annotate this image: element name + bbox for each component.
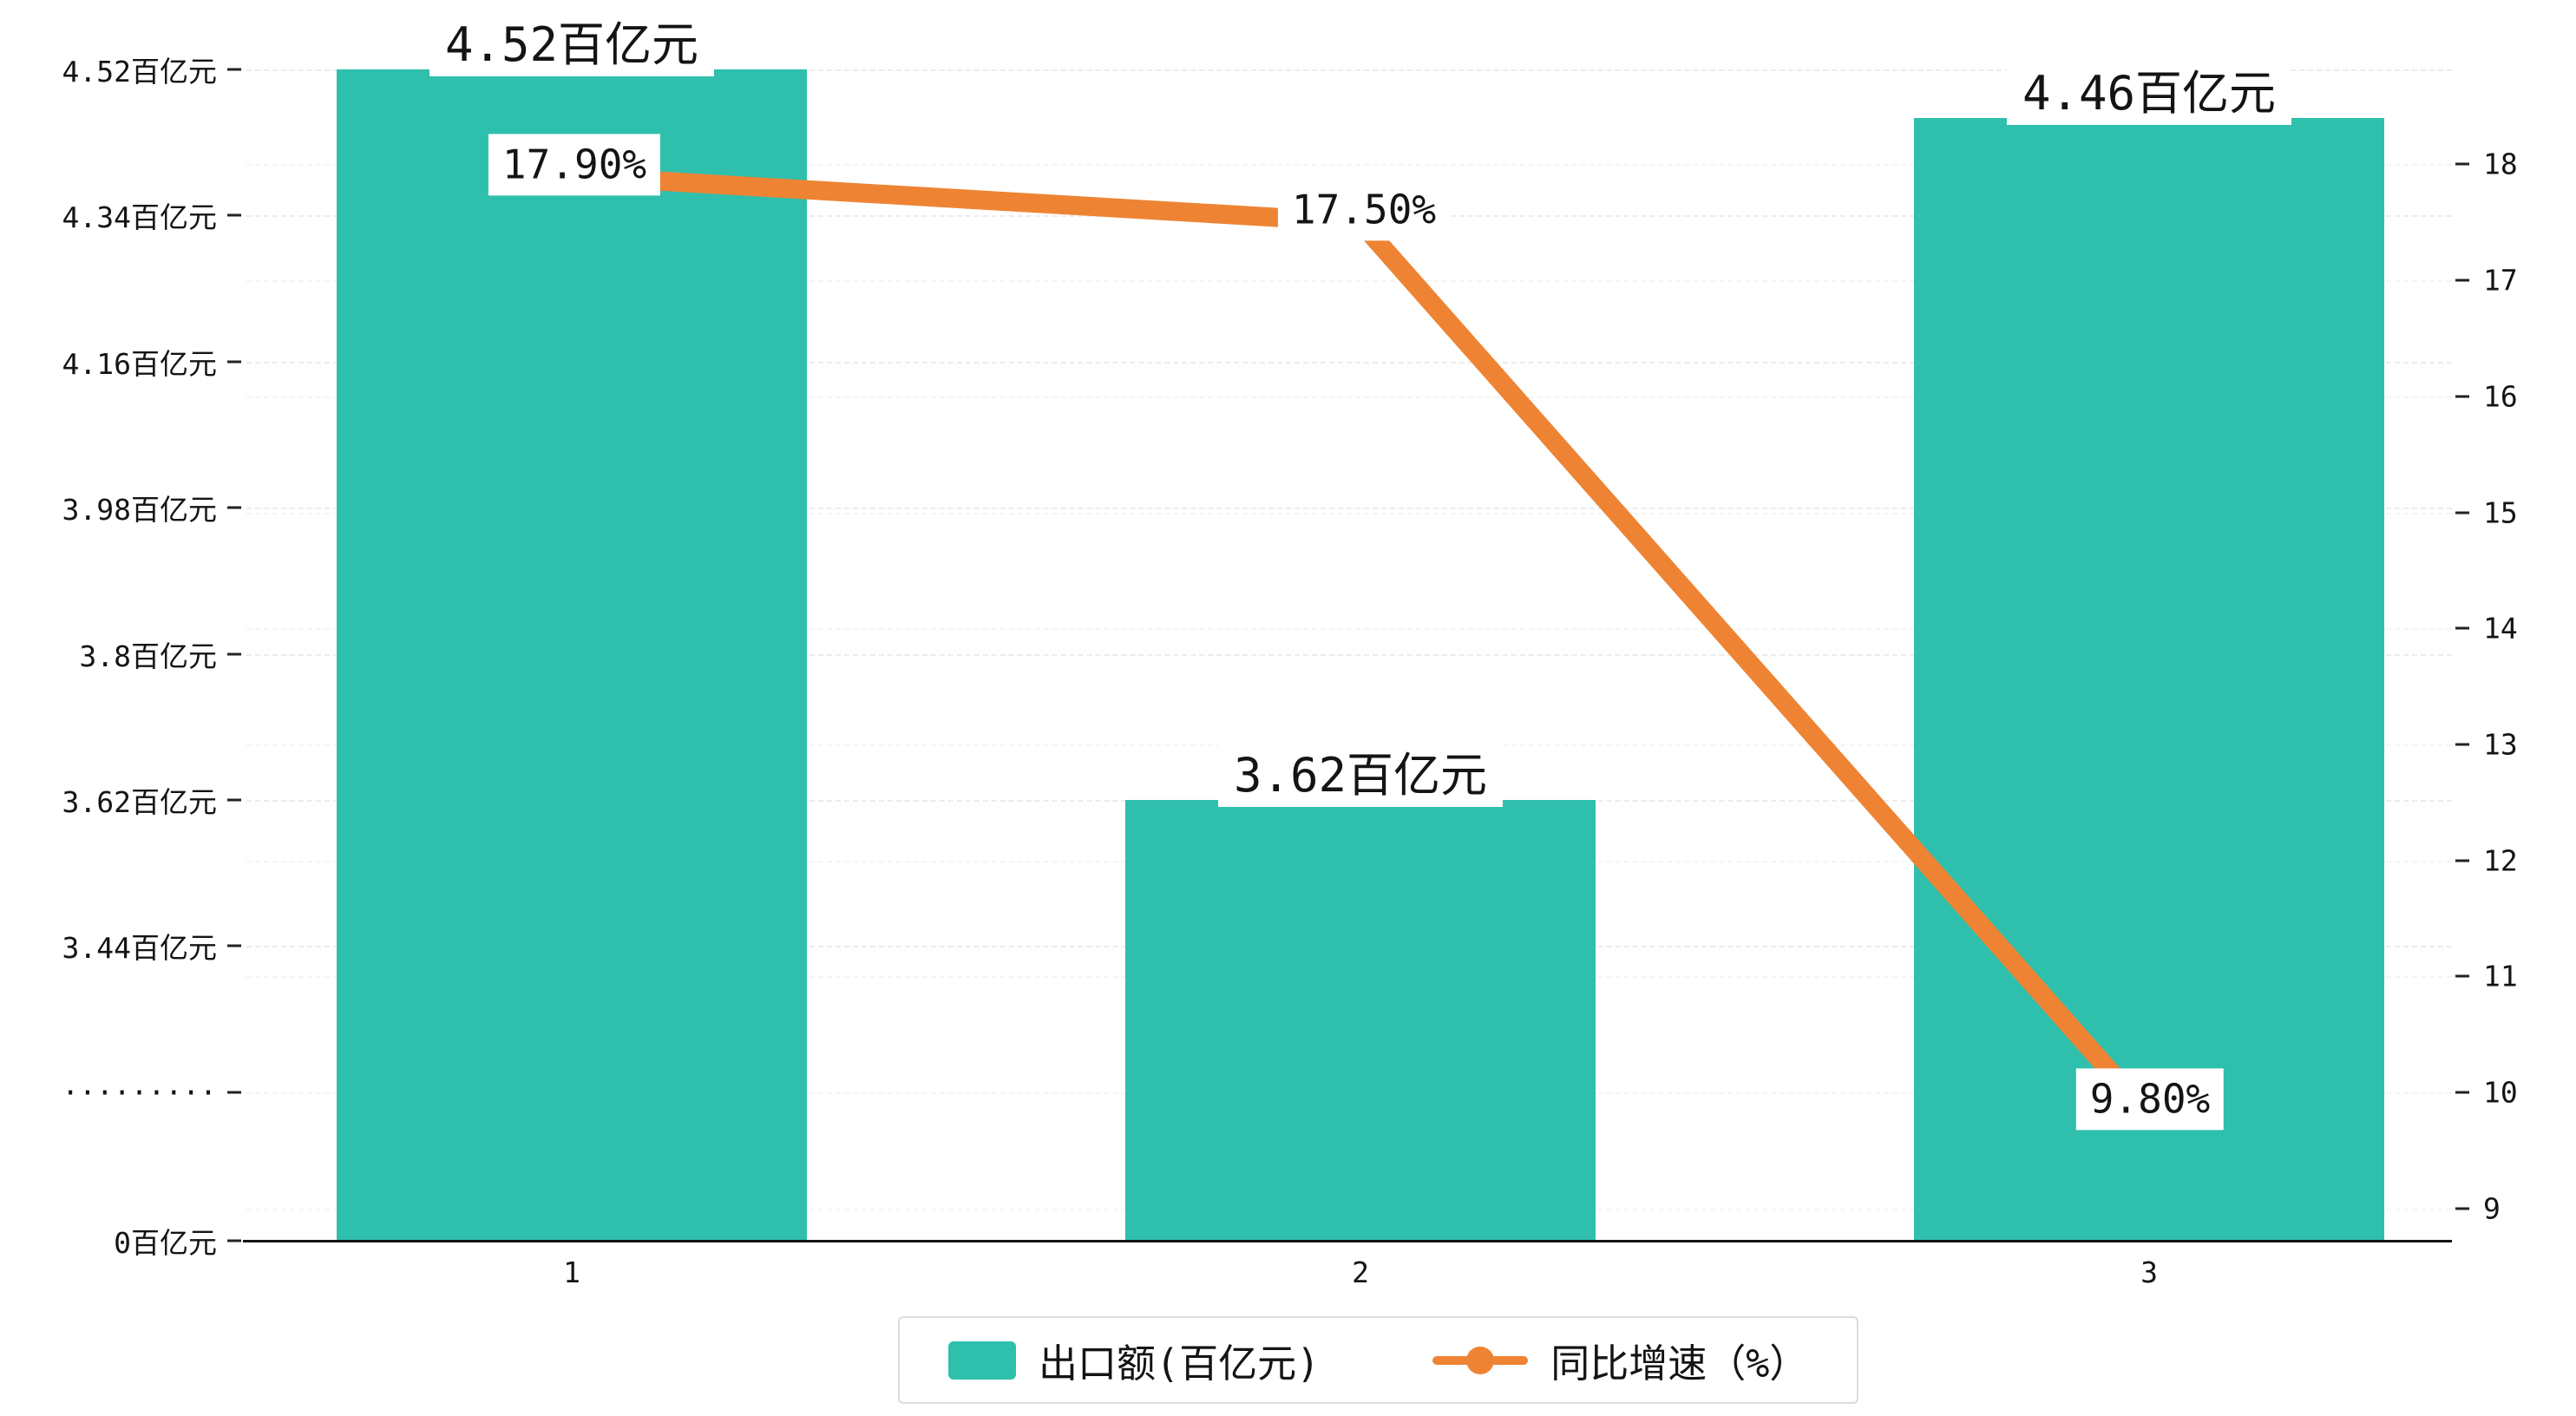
right-axis-tick [2455,279,2469,282]
right-axis-label: 14 [2483,611,2518,646]
left-axis-tick [227,1239,241,1242]
right-axis-label: 17 [2483,263,2518,298]
right-axis-tick [2455,1091,2469,1094]
bar-value-label: 4.52百亿元 [429,14,715,76]
right-axis-tick [2455,395,2469,398]
bar-series-label: 出口额(百亿元) [1039,1341,1321,1386]
left-axis-label: 3.62百亿元 [62,785,217,819]
right-axis-label: 9 [2483,1191,2501,1226]
left-axis-tick [227,360,241,364]
line-series-swatch-icon [1432,1346,1529,1374]
legend-item-export[interactable]: 出口额(百亿元) [948,1332,1320,1388]
gridline [246,69,2452,71]
bar-value-label: 4.46百亿元 [2006,62,2292,125]
left-axis-label: 0百亿元 [114,1226,217,1260]
left-axis-tick [227,506,241,509]
line-series-label: 同比增速（%） [1550,1341,1809,1386]
x-axis-label: 3 [2140,1255,2158,1289]
bar-series-swatch-icon [948,1341,1016,1380]
right-axis-label: 13 [2483,727,2518,762]
right-axis-tick [2455,162,2469,166]
right-axis-tick [2455,743,2469,746]
left-axis-tick [227,213,241,217]
left-axis-label: 4.52百亿元 [62,55,217,88]
right-axis-label: 18 [2483,147,2518,181]
left-axis-label: 4.16百亿元 [62,346,217,381]
right-axis-tick [2455,974,2469,978]
left-axis-tick [227,652,241,656]
right-axis-tick [2455,859,2469,862]
x-axis-line [243,1240,2452,1242]
left-axis-label: 4.34百亿元 [62,200,217,235]
right-axis-label: 12 [2483,843,2518,878]
left-axis-label: 3.8百亿元 [79,639,217,673]
line-value-label: 17.90% [488,134,661,196]
bar [1125,800,1596,1241]
left-axis-tick [227,944,241,947]
line-value-label: 17.50% [1277,179,1451,241]
x-axis-label: 1 [563,1255,580,1289]
line-series-dot-icon [1466,1346,1495,1374]
right-axis-label: 16 [2483,379,2518,414]
left-axis-tick [227,68,241,71]
bar-value-label: 3.62百亿元 [1217,744,1504,807]
left-axis-tick [227,798,241,802]
left-axis-tick [227,1091,241,1094]
right-axis-label: 15 [2483,495,2518,529]
x-axis-label: 2 [1352,1255,1369,1289]
left-axis-label: 3.98百亿元 [62,493,217,528]
legend: 出口额(百亿元) 同比增速（%） [898,1316,1859,1404]
bar [337,69,807,1241]
gridline [246,164,2452,167]
left-axis-label: 3.44百亿元 [62,931,217,966]
right-axis-tick [2455,511,2469,514]
right-axis-label: 11 [2483,959,2518,993]
line-value-label: 9.80% [2075,1068,2225,1131]
axis-break-label: ········· [62,1075,217,1110]
right-axis-tick [2455,626,2469,630]
legend-item-growth[interactable]: 同比增速（%） [1432,1332,1808,1388]
right-axis-label: 10 [2483,1075,2518,1110]
right-axis-tick [2455,1207,2469,1210]
